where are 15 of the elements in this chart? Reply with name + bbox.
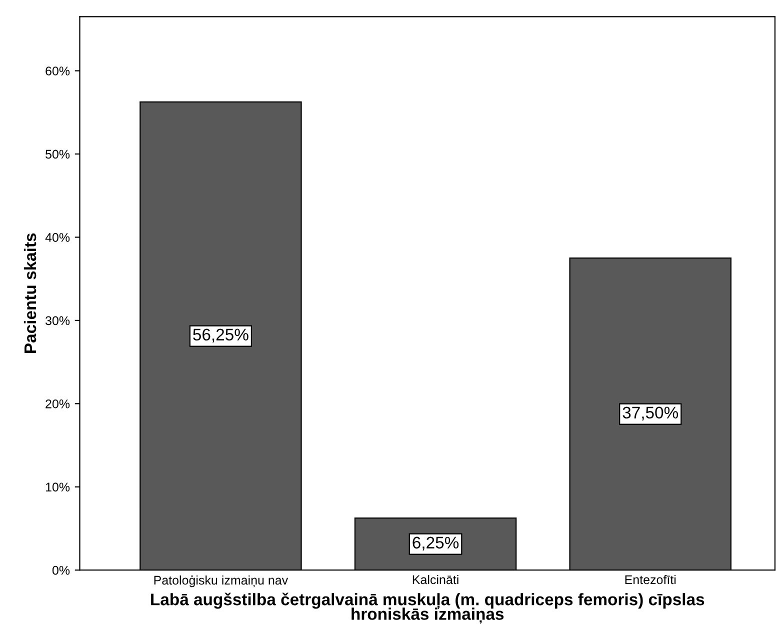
y-tick-label: 40% [45, 233, 70, 242]
y-tick-label: 10% [46, 482, 70, 492]
y-tick-label: 50% [46, 150, 70, 159]
y-tick-label: 20% [46, 399, 70, 408]
y-tick-label: 60% [46, 66, 70, 76]
y-axis-title: Pacientu skaits [24, 233, 36, 353]
x-tick-label: Patoloģisku izmaiņu nav [154, 574, 288, 588]
data-label: 37,50% [622, 406, 678, 421]
x-tick-label: Kalcināti [412, 574, 458, 584]
x-tick-label: Entezofīti [625, 574, 676, 584]
y-tick-label: 30% [46, 316, 70, 326]
data-label: 56,25% [193, 328, 248, 342]
x-axis-title: Labā augšstilba četrgalvainā muskuļa (m. quadriceps femoris) cīpslas hroniskās izmaiņas [151, 592, 704, 624]
y-tick-label: 0% [52, 566, 70, 575]
data-label: 6,25% [412, 536, 459, 551]
